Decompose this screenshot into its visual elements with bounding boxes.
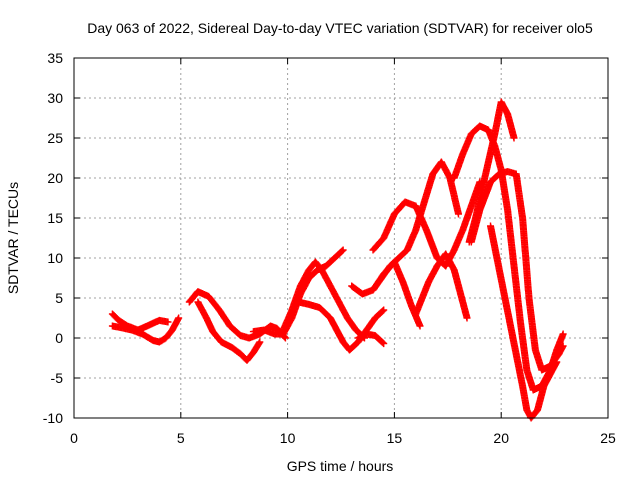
y-tick-label: 25 bbox=[47, 130, 63, 146]
data-point bbox=[379, 307, 387, 315]
y-tick-label: 30 bbox=[47, 90, 63, 106]
data-point bbox=[281, 334, 289, 342]
y-tick-label: 0 bbox=[55, 330, 63, 346]
data-point bbox=[559, 330, 567, 338]
data-point bbox=[380, 306, 388, 314]
x-tick-label: 5 bbox=[177, 430, 185, 446]
y-tick-label: 35 bbox=[47, 50, 63, 66]
x-tick-label: 0 bbox=[70, 430, 78, 446]
y-tick-label: 20 bbox=[47, 170, 63, 186]
data-point bbox=[510, 134, 518, 142]
x-tick-label: 25 bbox=[600, 430, 616, 446]
y-axis-label: SDTVAR / TECUs bbox=[5, 182, 21, 294]
data-point bbox=[338, 247, 346, 255]
data-point bbox=[559, 342, 567, 350]
series-arc-2 bbox=[108, 314, 183, 346]
data-point bbox=[379, 339, 387, 347]
series-arc-11 bbox=[354, 330, 388, 348]
axis-ticks: 0 5 10 15 20 25 -10 -5 0 5 10 15 20 25 30 35 bbox=[43, 50, 616, 446]
y-tick-label: 5 bbox=[55, 290, 63, 306]
data-point bbox=[339, 246, 347, 254]
data-point bbox=[463, 314, 471, 322]
data-point bbox=[175, 314, 183, 322]
data-point bbox=[416, 322, 424, 330]
data-point bbox=[256, 338, 264, 346]
x-tick-label: 15 bbox=[387, 430, 403, 446]
plot-frame bbox=[73, 57, 609, 419]
series-arc-9 bbox=[369, 178, 484, 270]
y-tick-label: 10 bbox=[47, 250, 63, 266]
chart-title: Day 063 of 2022, Sidereal Day-to-day VTE… bbox=[87, 20, 593, 36]
y-tick-label: -5 bbox=[51, 370, 64, 386]
series-arc-14 bbox=[465, 98, 518, 246]
chart-data-points bbox=[108, 98, 567, 422]
y-tick-label: 15 bbox=[47, 210, 63, 226]
series-arc-4 bbox=[194, 298, 264, 364]
series-arc-16 bbox=[487, 222, 561, 422]
data-point bbox=[164, 318, 172, 326]
data-point bbox=[553, 358, 561, 366]
data-point bbox=[380, 340, 388, 348]
x-tick-label: 10 bbox=[280, 430, 296, 446]
x-axis-label: GPS time / hours bbox=[287, 458, 394, 474]
y-tick-label: -10 bbox=[43, 410, 63, 426]
x-tick-label: 20 bbox=[493, 430, 509, 446]
data-point bbox=[454, 210, 462, 218]
series-arc-12 bbox=[412, 250, 471, 322]
